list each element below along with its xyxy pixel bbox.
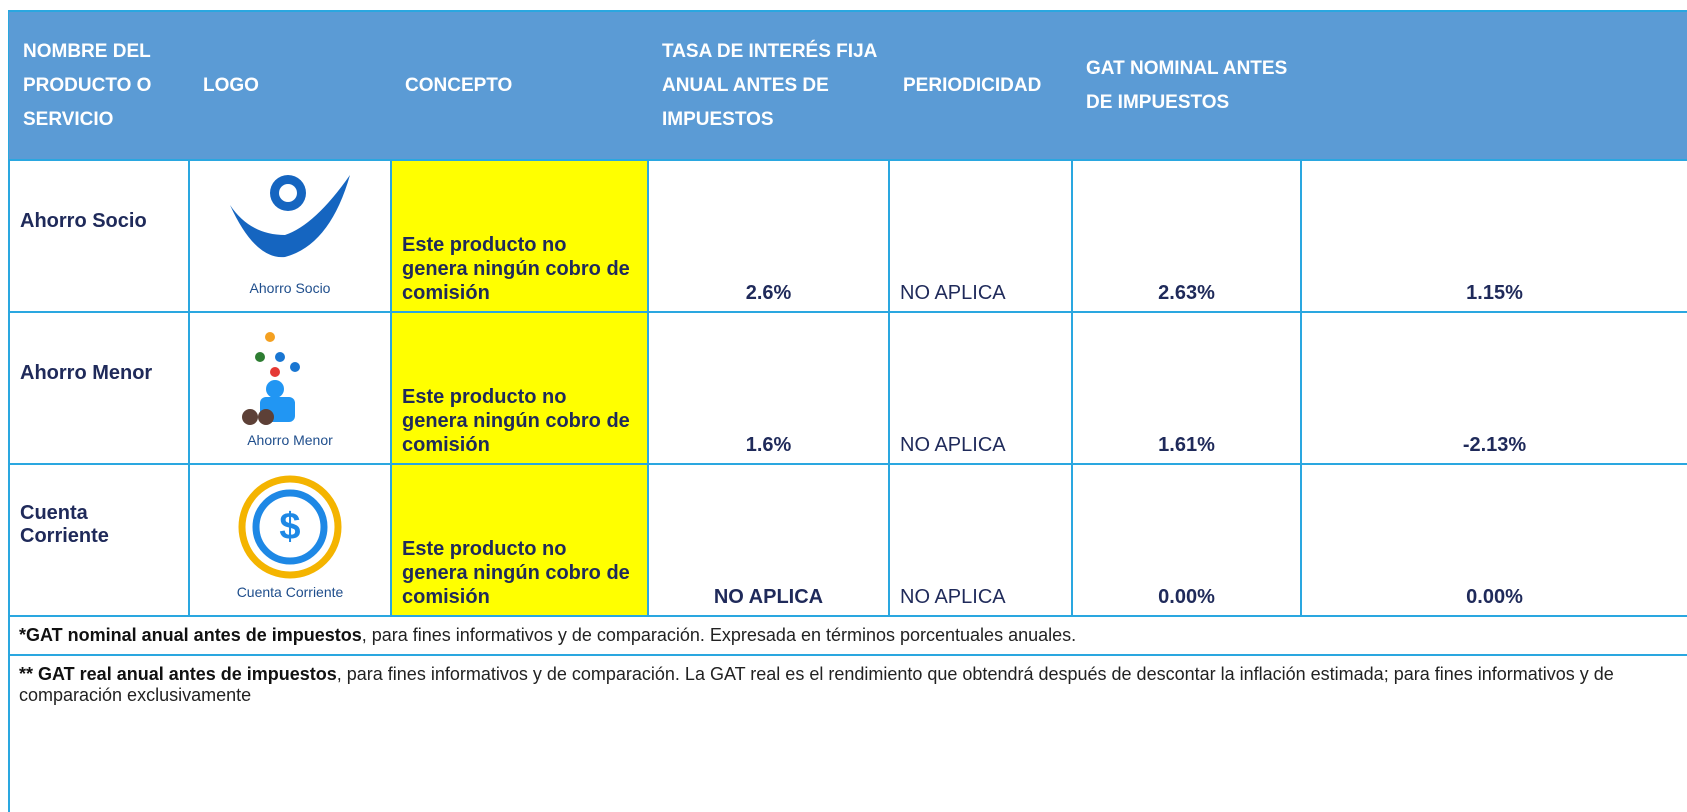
footnote-row: *GAT nominal anual antes de impuestos, p… (9, 615, 1687, 656)
logo: Ahorro Socio (230, 175, 350, 296)
gat-cell: 0.00% (1071, 463, 1302, 617)
footnote-row: ** GAT real anual antes de impuestos, pa… (9, 654, 1687, 714)
logo: $ Cuenta Corriente (237, 475, 344, 600)
footnote-text: , para fines informativos y de comparaci… (361, 625, 1077, 645)
logo-cell: Ahorro Menor (188, 311, 392, 465)
period-cell: NO APLICA (888, 463, 1073, 617)
concept-cell: Este producto no genera ningún cobro de … (390, 311, 649, 465)
column-header-empty (1301, 12, 1687, 160)
table-frame: NOMBRE DEL PRODUCTO O SERVICIO LOGO CONCEP… (8, 10, 1687, 812)
logo-caption: Cuenta Corriente (237, 584, 344, 600)
column-header: LOGO (189, 12, 391, 160)
name-cell: Cuenta Corriente (8, 463, 190, 617)
name-cell: Ahorro Menor (8, 311, 190, 465)
table-row: Ahorro Menor Ahorro Menor Este producto no… (8, 311, 1687, 465)
gat-cell: 2.63% (1071, 159, 1302, 313)
period-cell: NO APLICA (888, 311, 1073, 465)
rate-cell: 1.6% (647, 311, 890, 465)
svg-text:$: $ (279, 506, 300, 548)
real-cell: 1.15% (1300, 159, 1687, 313)
gat-cell: 1.61% (1071, 311, 1302, 465)
column-header: GAT NOMINAL ANTES DE IMPUESTOS (1072, 12, 1301, 160)
rate-cell: NO APLICA (647, 463, 890, 617)
column-header: PERIODICIDAD (889, 12, 1072, 160)
period-cell: NO APLICA (888, 159, 1073, 313)
logo-cell: $ Cuenta Corriente (188, 463, 392, 617)
column-header: CONCEPTO (391, 12, 648, 160)
concept-cell: Este producto no genera ningún cobro de … (390, 463, 649, 617)
column-header: NOMBRE DEL PRODUCTO O SERVICIO (9, 12, 189, 160)
column-header: TASA DE INTERÉS FIJA ANUAL ANTES DE IMPU… (648, 12, 889, 160)
footnote-text: , para fines informativos y de comparaci… (19, 664, 1614, 705)
footnote: *GAT nominal anual antes de impuestos, p… (9, 615, 1687, 656)
footnote: ** GAT real anual antes de impuestos, pa… (9, 654, 1687, 714)
logo-caption: Ahorro Socio (250, 280, 331, 296)
product-table: NOMBRE DEL PRODUCTO O SERVICIO LOGO CONCEP… (8, 12, 1687, 714)
header-row: NOMBRE DEL PRODUCTO O SERVICIO LOGO CONCEP… (9, 12, 1687, 160)
concept-cell: Este producto no genera ningún cobro de … (390, 159, 649, 313)
logo-caption: Ahorro Menor (247, 432, 333, 448)
real-cell: 0.00% (1300, 463, 1687, 617)
footnote-bold: *GAT nominal anual antes de impuestos (19, 625, 362, 645)
rate-cell: 2.6% (647, 159, 890, 313)
table-body: Ahorro Socio Ahorro Socio Este producto no… (8, 159, 1687, 714)
table-row: Cuenta Corriente $ Cuenta Corriente Este pr… (8, 463, 1687, 617)
logo-cell: Ahorro Socio (188, 159, 392, 313)
footnote-bold: ** GAT real anual antes de impuestos (19, 664, 337, 684)
table-row: Ahorro Socio Ahorro Socio Este producto no… (8, 159, 1687, 313)
name-cell: Ahorro Socio (8, 159, 190, 313)
real-cell: -2.13% (1300, 311, 1687, 465)
logo: Ahorro Menor (242, 332, 333, 448)
